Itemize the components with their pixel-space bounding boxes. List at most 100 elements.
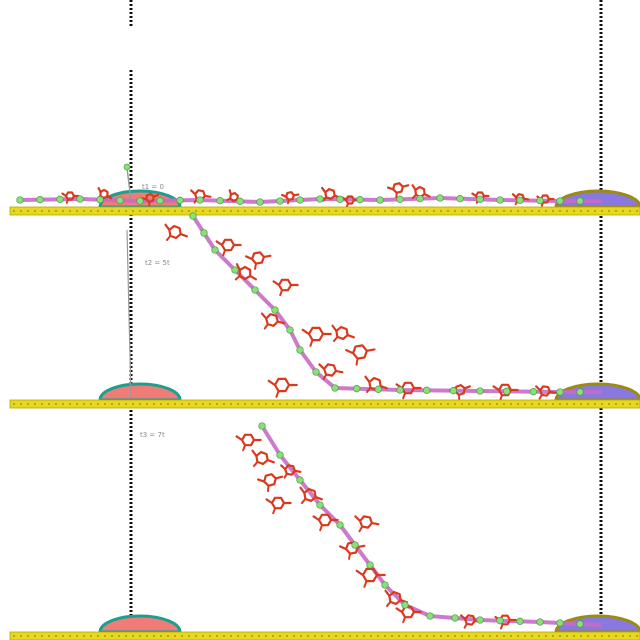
side-group (280, 464, 302, 479)
backbone-bead (251, 286, 259, 294)
substrate-atom (565, 209, 569, 213)
substrate-atom (292, 634, 296, 638)
substrate-atom (390, 634, 394, 638)
substrate-atom (145, 209, 149, 213)
substrate-atom (278, 402, 282, 406)
backbone-bead (16, 196, 24, 204)
panel-middle (9, 212, 640, 409)
side-group-bond (522, 197, 530, 201)
substrate-atom (530, 402, 534, 406)
side-group-bond (423, 193, 431, 198)
substrate-atom (89, 634, 93, 638)
substrate-atom (19, 209, 23, 213)
substrate-atom (397, 634, 401, 638)
substrate-atom (516, 209, 520, 213)
substrate-atom (124, 634, 128, 638)
side-group-bond (152, 194, 159, 198)
substrate-atom (355, 402, 359, 406)
backbone-bead (503, 387, 511, 395)
substrate-atom (54, 634, 58, 638)
substrate-atom (362, 634, 366, 638)
substrate-atom (257, 402, 261, 406)
side-group-ring (307, 326, 325, 342)
substrate-atom (593, 209, 597, 213)
substrate-atom (320, 209, 324, 213)
side-group-bond (263, 323, 269, 330)
substrate-atom (124, 209, 128, 213)
substrate-atom (96, 209, 100, 213)
side-group-bond (279, 289, 283, 297)
side-group (267, 377, 298, 398)
substrate-atom (138, 402, 142, 406)
side-group-bond (322, 196, 328, 202)
substrate-atom (166, 209, 170, 213)
substrate-atom (201, 634, 205, 638)
substrate-layer (9, 206, 640, 216)
side-group (265, 496, 292, 515)
side-group-bond (411, 184, 417, 191)
substrate-atom (558, 634, 562, 638)
side-group-ring (352, 344, 368, 360)
substrate-atom (89, 402, 93, 406)
side-group (535, 385, 557, 400)
substrate-atom (411, 402, 415, 406)
substrate-atom (12, 209, 16, 213)
side-group (364, 375, 388, 393)
side-group-ring (270, 496, 286, 510)
backbone-bead (516, 617, 524, 625)
substrate-atom (460, 209, 464, 213)
substrate-atom (257, 209, 261, 213)
backbone-bead (331, 384, 339, 392)
substrate-atom (117, 209, 121, 213)
substrate-atom (635, 209, 639, 213)
side-group-bond (287, 198, 290, 205)
backbone-bead (476, 387, 484, 395)
substrate-atom (418, 634, 422, 638)
substrate-atom (222, 209, 226, 213)
substrate-atom (61, 209, 65, 213)
substrate-atom (460, 634, 464, 638)
side-group-bond (331, 324, 338, 333)
side-group-bond (106, 194, 113, 200)
backbone-bead (211, 246, 219, 254)
side-group-ring (240, 433, 256, 447)
substrate-atom (334, 634, 338, 638)
side-group (355, 567, 386, 588)
side-group-bond (226, 197, 232, 202)
backbone-bead (256, 198, 264, 206)
substrate-atom (621, 209, 625, 213)
substrate-atom (593, 634, 597, 638)
substrate-atom (117, 402, 121, 406)
substrate-atom (306, 402, 310, 406)
substrate-atom (453, 634, 457, 638)
substrate-atom (194, 402, 198, 406)
side-group-bond (222, 249, 226, 257)
side-group-bond (65, 198, 69, 204)
side-group (251, 449, 275, 467)
substrate-atom (348, 209, 352, 213)
substrate-atom (75, 402, 79, 406)
backbone-bead (189, 212, 197, 220)
substrate-atom (425, 402, 429, 406)
side-group-bond (333, 335, 339, 342)
substrate-atom (474, 402, 478, 406)
backbone-bead (456, 195, 464, 203)
substrate-atom (488, 634, 492, 638)
side-group (140, 192, 159, 207)
substrate-atom (579, 634, 583, 638)
substrate-atom (243, 402, 247, 406)
side-group-bond (401, 184, 410, 188)
substrate-atom (523, 209, 527, 213)
side-group-ring (64, 191, 76, 201)
substrate-atom (33, 402, 37, 406)
substrate-atom (26, 209, 30, 213)
side-group-bond (365, 348, 376, 352)
backbone-bead (316, 501, 324, 509)
side-group-bond (164, 223, 171, 232)
substrate-atom (180, 209, 184, 213)
side-group-bond (346, 333, 355, 339)
side-group-bond (356, 544, 366, 549)
side-group-bond (166, 234, 172, 241)
substrate-atom (313, 209, 317, 213)
substrate-atom (565, 634, 569, 638)
